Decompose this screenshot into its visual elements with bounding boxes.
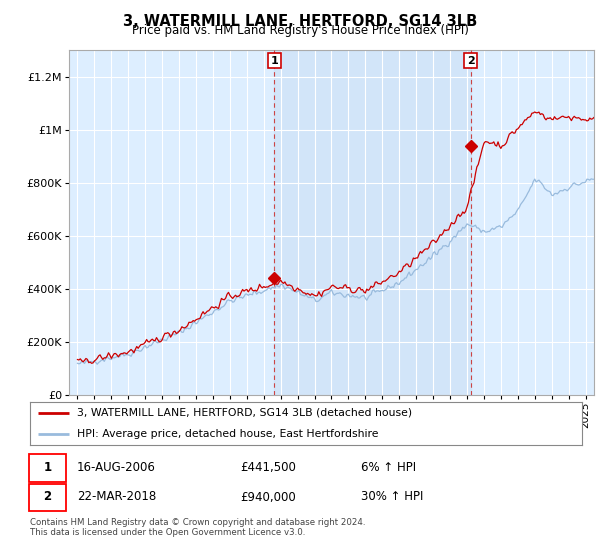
Text: 2: 2 [44,491,52,503]
Text: 3, WATERMILL LANE, HERTFORD, SG14 3LB (detached house): 3, WATERMILL LANE, HERTFORD, SG14 3LB (d… [77,408,412,418]
Text: 22-MAR-2018: 22-MAR-2018 [77,491,156,503]
Text: £441,500: £441,500 [240,461,296,474]
Text: 30% ↑ HPI: 30% ↑ HPI [361,491,424,503]
Text: 3, WATERMILL LANE, HERTFORD, SG14 3LB: 3, WATERMILL LANE, HERTFORD, SG14 3LB [123,14,477,29]
FancyBboxPatch shape [29,455,67,482]
Text: 16-AUG-2006: 16-AUG-2006 [77,461,156,474]
Text: 6% ↑ HPI: 6% ↑ HPI [361,461,416,474]
Text: HPI: Average price, detached house, East Hertfordshire: HPI: Average price, detached house, East… [77,429,379,439]
FancyBboxPatch shape [29,484,67,511]
Text: 1: 1 [44,461,52,474]
Text: Contains HM Land Registry data © Crown copyright and database right 2024.
This d: Contains HM Land Registry data © Crown c… [30,518,365,538]
Text: Price paid vs. HM Land Registry's House Price Index (HPI): Price paid vs. HM Land Registry's House … [131,24,469,37]
Text: £940,000: £940,000 [240,491,296,503]
Text: 1: 1 [271,55,278,66]
Bar [274,50,471,395]
Text: 2: 2 [467,55,475,66]
